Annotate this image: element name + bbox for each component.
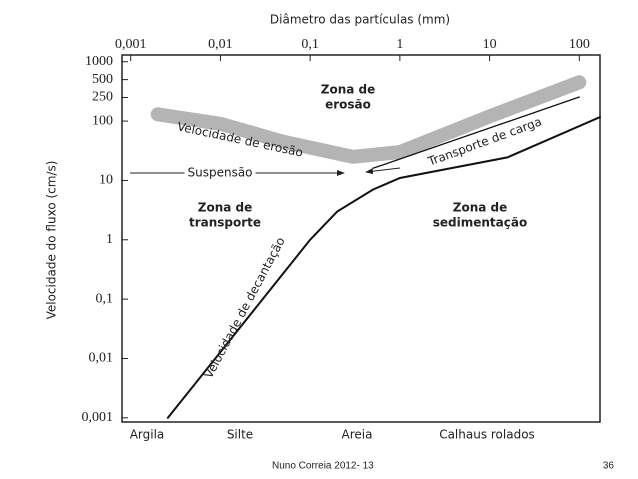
x-tick-label: 0,01 <box>208 37 233 52</box>
label-bg <box>184 165 256 180</box>
y-tick-label: 100 <box>92 113 113 128</box>
zone-label: Suspensão <box>187 166 252 180</box>
size-class: Silte <box>227 428 253 442</box>
footer-author: Nuno Correia 2012- 13 <box>272 461 374 472</box>
footer-page: 36 <box>603 461 615 472</box>
x-tick-label: 10 <box>483 37 497 52</box>
zone-label: Zona de <box>198 201 253 215</box>
y-axis-title: Velocidade do fluxo (cm/s) <box>45 161 59 320</box>
zone-label: Zona de <box>321 83 376 97</box>
curve <box>372 96 580 169</box>
y-tick-label: 1000 <box>85 54 113 69</box>
y-tick-label: 10 <box>99 173 113 188</box>
x-tick-label: 0,001 <box>115 37 147 52</box>
x-tick-label: 1 <box>396 37 403 52</box>
size-class: Calhaus rolados <box>439 428 535 442</box>
x-tick-label: 100 <box>569 37 590 52</box>
zone-label: Zona de <box>453 201 508 215</box>
curve-label: Velocidade de decantação <box>201 235 287 381</box>
y-tick-label: 0,001 <box>82 410 114 425</box>
x-axis-title: Diâmetro das partículas (mm) <box>270 13 450 27</box>
curve <box>166 116 601 419</box>
size-class: Argila <box>130 428 165 442</box>
x-tick-label: 0,1 <box>301 37 319 52</box>
y-tick-label: 250 <box>92 90 113 105</box>
plot-frame <box>121 54 601 423</box>
transport-arrow <box>365 167 401 175</box>
zone-label: erosão <box>325 98 371 112</box>
zone-label: sedimentação <box>433 216 527 230</box>
y-tick-label: 500 <box>92 72 113 87</box>
y-tick-label: 0,1 <box>96 291 114 306</box>
y-tick-label: 1 <box>106 232 113 247</box>
curve <box>150 75 587 164</box>
size-class: Areia <box>342 428 373 442</box>
y-tick-label: 0,01 <box>89 351 114 366</box>
zone-label: transporte <box>189 216 261 230</box>
